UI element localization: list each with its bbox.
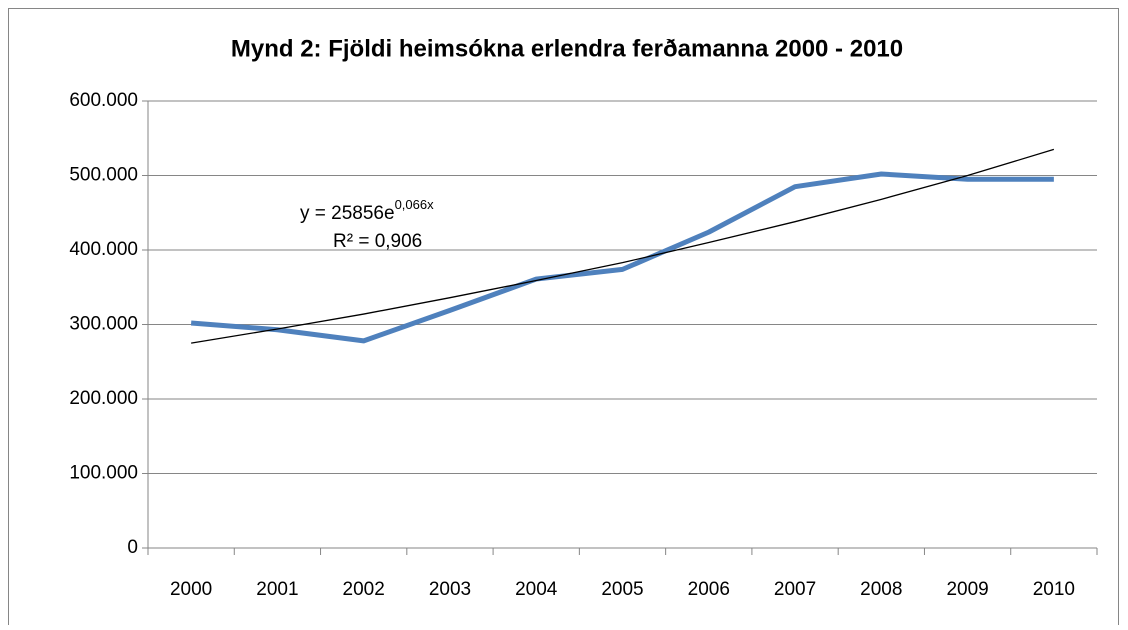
x-tick-label: 2008 [860, 579, 902, 600]
x-tick-label: 2002 [343, 579, 385, 600]
trend-equation: y = 25856e0,066x [300, 197, 434, 224]
y-tick-label: 400.000 [69, 239, 138, 260]
x-tick-label: 2005 [601, 579, 643, 600]
equation-exponent: 0,066x [395, 197, 435, 212]
y-tick-label: 300.000 [69, 314, 138, 335]
x-tick-label: 2004 [515, 579, 558, 600]
x-tick-label: 2000 [170, 579, 212, 600]
chart-title: Mynd 2: Fjöldi heimsókna erlendra ferðam… [231, 35, 903, 62]
y-tick-label: 200.000 [69, 388, 138, 409]
equation-text: y = 25856e [300, 203, 395, 224]
x-tick-label: 2007 [774, 579, 816, 600]
y-tick-label: 100.000 [69, 463, 138, 484]
x-tick-label: 2009 [946, 579, 988, 600]
y-tick-label: 500.000 [69, 165, 138, 186]
y-tick-label: 600.000 [69, 90, 138, 111]
trendline [191, 148, 1055, 344]
x-tick-label: 2010 [1033, 579, 1075, 600]
x-tick-label: 2006 [688, 579, 730, 600]
y-tick-label: 0 [127, 537, 138, 558]
x-tick-label: 2003 [429, 579, 471, 600]
chart-frame [8, 8, 1119, 629]
r-squared: R² = 0,906 [333, 231, 422, 252]
line-series [190, 171, 1054, 344]
x-tick-label: 2001 [256, 579, 298, 600]
